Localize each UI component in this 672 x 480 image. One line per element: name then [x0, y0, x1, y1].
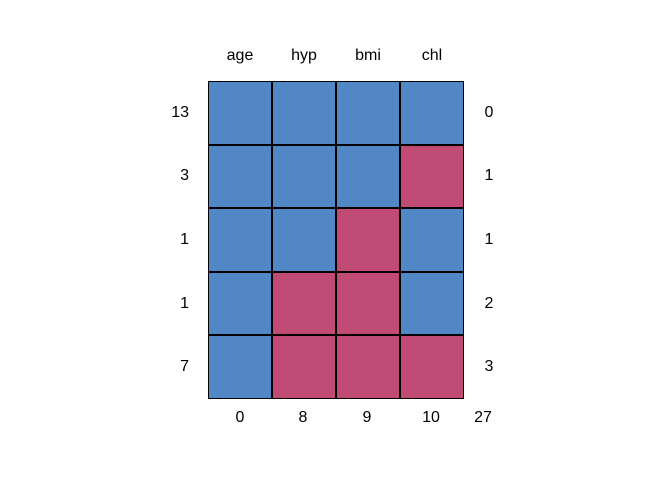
row-pattern-count-label: 13 [171, 104, 189, 121]
column-header-hyp: hyp [291, 47, 317, 64]
observed-cell [208, 335, 272, 399]
column-header-bmi: bmi [355, 47, 381, 64]
missing-cell [336, 208, 400, 272]
observed-cell [400, 271, 464, 336]
observed-cell [208, 81, 272, 145]
missing-cell [400, 335, 464, 399]
total-missing-label: 27 [474, 409, 492, 426]
pattern-grid [208, 81, 464, 399]
observed-cell [272, 81, 336, 145]
observed-cell [400, 81, 464, 145]
row-missing-count-label: 1 [484, 231, 494, 248]
row-missing-count-label: 3 [484, 358, 494, 375]
row-pattern-count-label: 1 [180, 231, 189, 248]
observed-cell [336, 81, 400, 145]
row-missing-count-label: 1 [484, 167, 494, 184]
missing-cell [272, 271, 336, 336]
column-missing-count-label: 10 [422, 409, 440, 426]
column-header-chl: chl [421, 47, 443, 64]
column-missing-count-label: 8 [298, 409, 308, 426]
observed-cell [400, 208, 464, 272]
observed-cell [208, 208, 272, 272]
row-missing-count-label: 2 [484, 295, 494, 312]
missing-cell [336, 271, 400, 336]
column-missing-count-label: 0 [235, 409, 245, 426]
missing-cell [272, 335, 336, 399]
observed-cell [336, 144, 400, 209]
missing-cell [336, 335, 400, 399]
row-pattern-count-label: 3 [180, 167, 189, 184]
column-header-age: age [226, 47, 254, 64]
column-missing-count-label: 9 [362, 409, 372, 426]
observed-cell [272, 144, 336, 209]
row-pattern-count-label: 1 [180, 295, 189, 312]
row-missing-count-label: 0 [484, 104, 494, 121]
observed-cell [208, 271, 272, 336]
observed-cell [208, 144, 272, 209]
row-pattern-count-label: 7 [180, 358, 189, 375]
observed-cell [272, 208, 336, 272]
missing-cell [400, 144, 464, 209]
